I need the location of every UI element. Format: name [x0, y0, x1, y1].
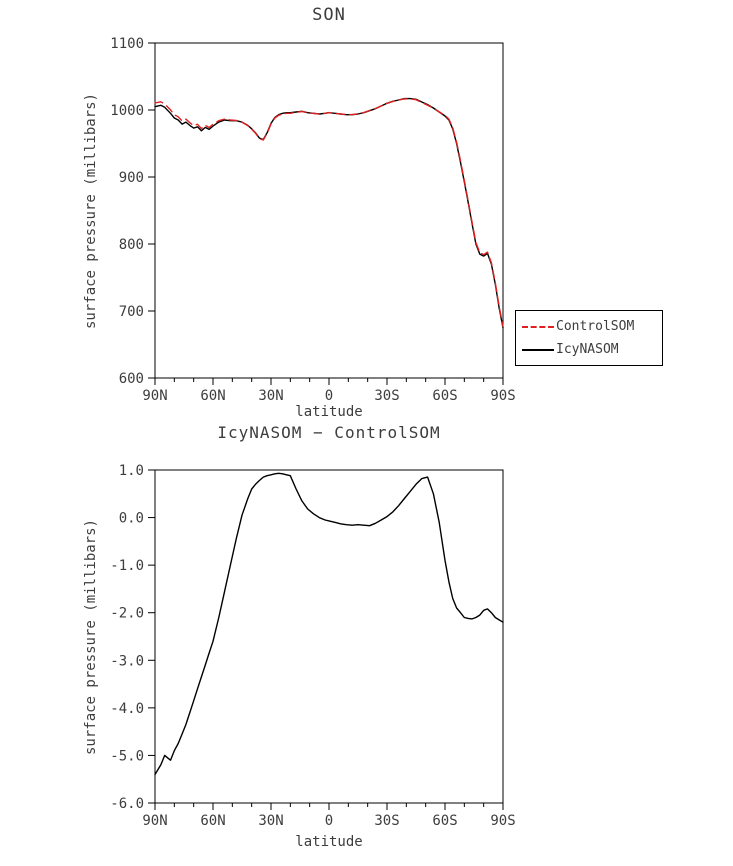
x-tick-label: 0: [325, 813, 333, 829]
legend-label-controlsom: ControlSOM: [556, 319, 635, 334]
x-tick-label: 60S: [432, 813, 457, 829]
y-tick-label: -1.0: [110, 558, 144, 574]
legend-label-icynasom: IcyNASOM: [556, 342, 619, 357]
top-chart-x-axis-label: latitude: [295, 404, 363, 420]
y-tick-label: 1000: [110, 103, 144, 119]
y-tick-label: 1.0: [119, 463, 144, 479]
plot-frame: [154, 469, 504, 804]
x-tick-label: 30N: [258, 388, 283, 404]
y-tick-label: 700: [119, 304, 144, 320]
y-tick-label: 800: [119, 237, 144, 253]
x-tick-label: 90S: [490, 813, 515, 829]
y-tick-label: 900: [119, 170, 144, 186]
x-tick-label: 30N: [258, 813, 283, 829]
series-line-icynasom-controlsom: [154, 472, 504, 776]
legend: ControlSOM IcyNASOM: [515, 310, 663, 366]
top-chart-title: SON: [312, 5, 346, 25]
x-tick-label: 90N: [142, 813, 167, 829]
x-tick-label: 60N: [200, 388, 225, 404]
bottom-chart-title: IcyNASOM − ControlSOM: [217, 423, 441, 442]
y-tick-label: 1100: [110, 36, 144, 52]
y-tick-label: -6.0: [110, 796, 144, 812]
x-tick-label: 30S: [374, 813, 399, 829]
x-tick-label: 60S: [432, 388, 457, 404]
series-line-icynasom: [154, 97, 504, 329]
y-tick-label: 600: [119, 371, 144, 387]
x-tick-label: 60N: [200, 813, 225, 829]
y-tick-label: -3.0: [110, 653, 144, 669]
series-line-controlsom: [154, 98, 504, 327]
x-tick-label: 90S: [490, 388, 515, 404]
x-tick-label: 30S: [374, 388, 399, 404]
y-tick-label: 0.0: [119, 511, 144, 527]
legend-item-icynasom: IcyNASOM: [522, 342, 656, 357]
icynasom-solid-line-swatch: [522, 348, 554, 351]
y-tick-label: -2.0: [110, 606, 144, 622]
x-tick-label: 90N: [142, 388, 167, 404]
y-tick-label: -4.0: [110, 701, 144, 717]
x-tick-label: 0: [325, 388, 333, 404]
legend-item-controlsom: ControlSOM: [522, 319, 656, 334]
controlsom-dashed-line-swatch: [522, 325, 554, 328]
bottom-chart-x-axis-label: latitude: [295, 834, 363, 850]
plot-frame: [154, 42, 504, 379]
y-tick-label: -5.0: [110, 748, 144, 764]
